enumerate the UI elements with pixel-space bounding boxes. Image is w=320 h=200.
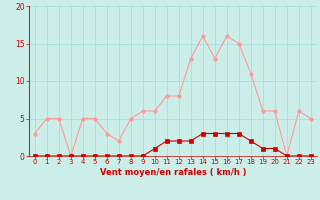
X-axis label: Vent moyen/en rafales ( km/h ): Vent moyen/en rafales ( km/h ) (100, 168, 246, 177)
